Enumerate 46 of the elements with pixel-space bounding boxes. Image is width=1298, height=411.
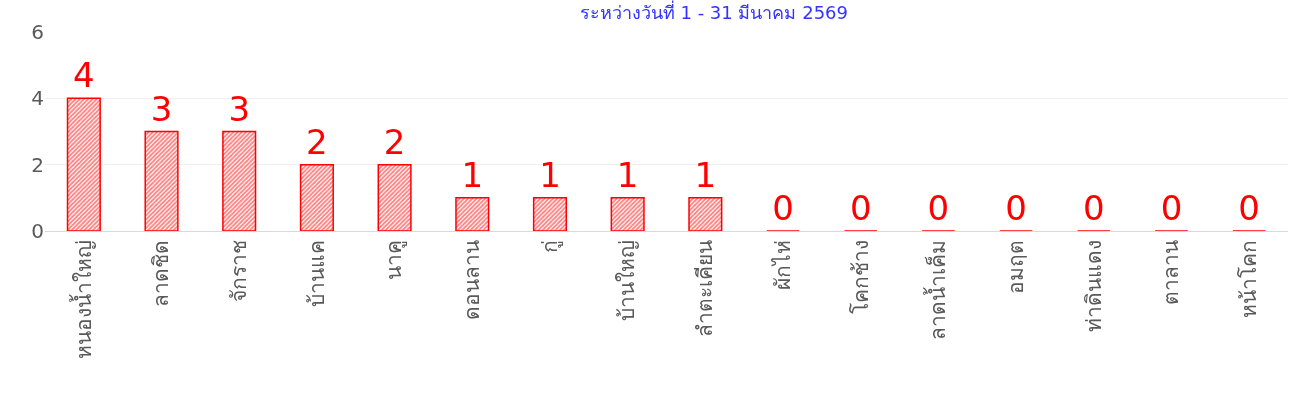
- x-tick-label: ดอนลาน: [460, 240, 485, 321]
- y-tick-label: 2: [31, 152, 44, 177]
- data-label: 1: [539, 154, 561, 195]
- bar: [532, 197, 568, 231]
- data-label: 3: [150, 88, 173, 129]
- data-label: 2: [306, 121, 328, 162]
- bar: [222, 130, 257, 231]
- x-tick-label: หน้าโคก: [1236, 240, 1261, 319]
- data-label: 4: [73, 55, 95, 96]
- data-label: 0: [772, 188, 794, 228]
- bar: [377, 163, 412, 231]
- data-label: 0: [1160, 188, 1183, 228]
- x-tick-label: ลำตะเคียน: [693, 240, 718, 338]
- data-label: 2: [383, 121, 406, 162]
- x-tick-label: อมฤต: [1003, 240, 1028, 295]
- bar: [455, 197, 490, 231]
- x-tick-label: บ้านแค: [304, 240, 329, 308]
- bar: [66, 97, 101, 231]
- y-tick-label: 0: [31, 219, 44, 243]
- y-tick-label: 6: [31, 20, 44, 44]
- chart-title: ระหว่างวันที่ 1 - 31 มีนาคม 2569: [579, 0, 849, 23]
- bar: [144, 130, 179, 231]
- data-label: 1: [694, 154, 717, 195]
- data-label: 1: [616, 154, 639, 195]
- data-label: 0: [927, 188, 950, 228]
- bar: [299, 163, 334, 231]
- x-tick-label: จักราช: [227, 240, 252, 303]
- x-tick-label: ลาดชิด: [149, 240, 174, 308]
- x-tick-label: นาคู: [382, 240, 408, 281]
- x-tick-label: โคกช้าง: [848, 240, 873, 315]
- data-label: 0: [1005, 188, 1027, 228]
- data-label: 1: [461, 154, 484, 195]
- data-label: 0: [1238, 188, 1260, 228]
- data-label: 0: [1082, 188, 1105, 228]
- x-tick-label: ลาดน้ำเค็ม: [923, 240, 951, 341]
- x-tick-label: หนองน้ำใหญ่: [68, 240, 96, 360]
- x-tick-label: ตาลาน: [1159, 240, 1184, 306]
- data-label: 0: [849, 188, 872, 228]
- bar: [688, 197, 723, 231]
- x-tick-label: ผักไห่: [770, 240, 795, 291]
- y-tick-label: 4: [31, 86, 44, 111]
- x-tick-label: กู่: [537, 240, 563, 254]
- bar: [610, 197, 645, 231]
- x-tick-label: บ้านใหญ่: [615, 240, 640, 322]
- data-label: 3: [228, 88, 251, 129]
- x-tick-label: ท่าดินแดง: [1081, 240, 1106, 333]
